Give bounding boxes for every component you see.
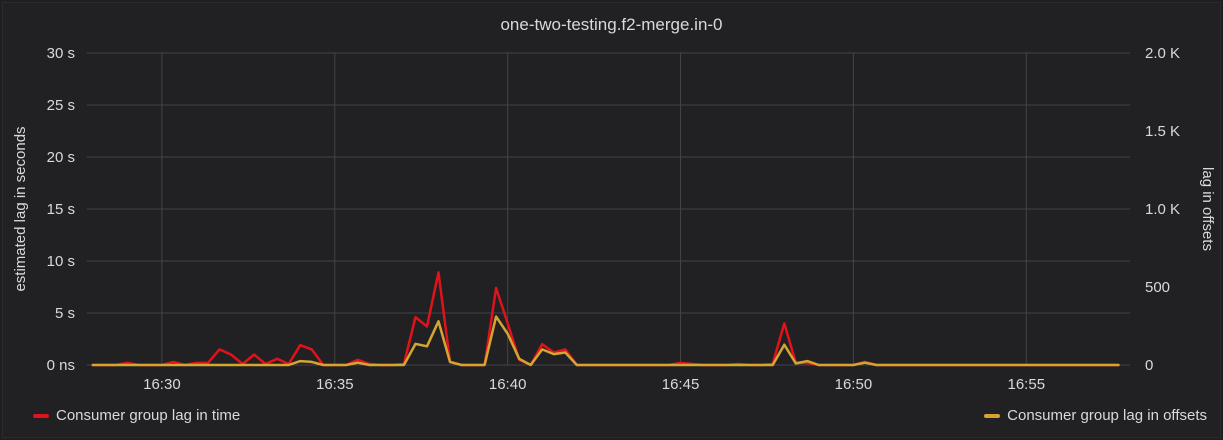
x-tick-label: 16:55: [1008, 376, 1046, 393]
legend-swatch-offsets: [984, 413, 1001, 418]
x-tick-label: 16:50: [835, 376, 873, 393]
x-tick-label: 16:30: [143, 376, 181, 393]
legend-item-offsets[interactable]: Consumer group lag in offsets: [984, 407, 1207, 424]
x-tick-label: 16:35: [316, 376, 354, 393]
panel-title[interactable]: one-two-testing.f2-merge.in-0: [500, 15, 723, 34]
y-tick-label: 15 s: [47, 201, 75, 218]
y-tick-label: 30 s: [47, 45, 75, 62]
y2-axis-title: lag in offsets: [1199, 167, 1216, 251]
y-tick-label: 0 ns: [47, 357, 75, 374]
x-tick-label: 16:45: [662, 376, 700, 393]
x-tick-label: 16:40: [489, 376, 527, 393]
series-line-time: [91, 271, 1120, 367]
y2-tick-label: 1.5 K: [1145, 123, 1180, 140]
legend-label-offsets: Consumer group lag in offsets: [1007, 407, 1207, 424]
y-tick-label: 20 s: [47, 149, 75, 166]
y2-tick-label: 2.0 K: [1145, 45, 1180, 62]
y-tick-label: 5 s: [55, 305, 75, 322]
y2-tick-label: 1.0 K: [1145, 201, 1180, 218]
y-tick-label: 10 s: [47, 253, 75, 270]
legend-swatch-time: [33, 413, 49, 418]
y-tick-label: 25 s: [47, 97, 75, 114]
y2-tick-label: 500: [1145, 279, 1170, 296]
y2-tick-label: 0: [1145, 357, 1153, 374]
legend-item-time[interactable]: Consumer group lag in time: [33, 407, 240, 424]
legend-label-time: Consumer group lag in time: [56, 407, 241, 424]
y-axis-title: estimated lag in seconds: [12, 126, 29, 291]
series-line-offsets: [91, 315, 1120, 367]
